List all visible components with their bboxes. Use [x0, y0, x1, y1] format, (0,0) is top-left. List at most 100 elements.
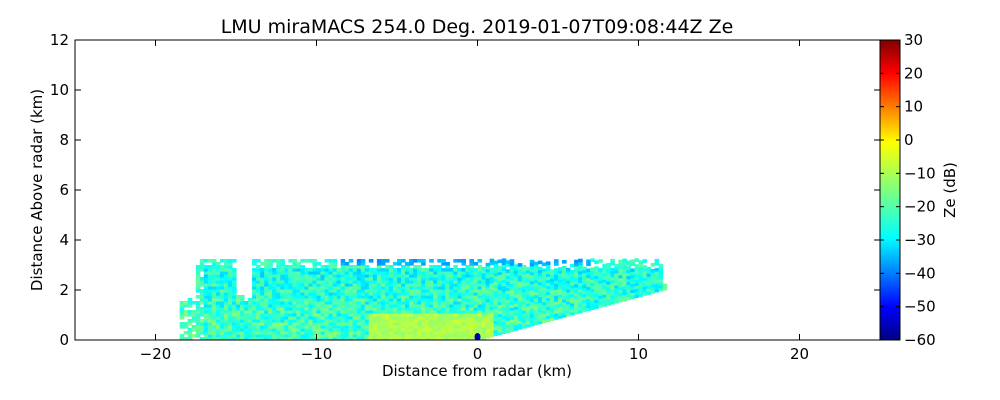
echo-cell — [525, 284, 531, 289]
echo-cell — [344, 328, 350, 332]
echo-cell — [509, 301, 515, 305]
echo-cell — [586, 286, 591, 291]
echo-cell — [380, 313, 386, 317]
echo-cell — [533, 279, 539, 284]
echo-cell — [433, 280, 438, 284]
echo-cell — [646, 267, 652, 271]
echo-cell — [509, 322, 515, 326]
echo-cell — [501, 309, 507, 313]
echo-cell — [368, 328, 374, 332]
echo-cell — [626, 290, 631, 295]
echo-cell — [457, 271, 462, 275]
echo-cell — [248, 307, 253, 311]
echo-cell — [622, 285, 627, 290]
echo-cell — [441, 274, 446, 278]
echo-cell — [517, 275, 523, 279]
echo-cell — [578, 282, 583, 287]
echo-cell — [380, 316, 386, 320]
echo-cell — [453, 280, 458, 284]
echo-cell — [401, 286, 406, 290]
echo-cell — [578, 273, 583, 278]
echo-cell — [401, 271, 406, 275]
echo-cell — [441, 280, 446, 284]
echo-cell — [634, 273, 640, 277]
echo-cell — [541, 277, 547, 282]
echo-cell — [554, 298, 559, 302]
echo-cell — [425, 304, 430, 308]
echo-cell — [227, 271, 233, 275]
echo-cell — [650, 290, 656, 294]
echo-cell — [634, 267, 640, 271]
echo-cell — [441, 337, 446, 340]
echo-cell — [501, 258, 507, 262]
echo-cell — [308, 277, 313, 281]
echo-cell — [437, 334, 442, 338]
echo-cell — [590, 273, 595, 277]
echo-cell — [356, 328, 362, 332]
echo-cell — [509, 262, 515, 266]
echo-cell — [384, 298, 390, 302]
echo-cell — [195, 283, 201, 287]
echo-cell — [284, 316, 289, 320]
echo-cell — [449, 331, 454, 335]
echo-cell — [344, 286, 350, 290]
echo-cell — [316, 271, 322, 275]
echo-cell — [223, 265, 229, 269]
echo-cell — [590, 288, 595, 292]
echo-cell — [376, 268, 382, 272]
echo-cell — [308, 334, 313, 338]
echo-cell — [590, 300, 595, 304]
echo-cell — [288, 280, 293, 284]
echo-cell — [493, 272, 499, 277]
echo-cell — [545, 279, 551, 283]
echo-cell — [260, 319, 265, 323]
echo-cell — [372, 331, 378, 335]
echo-cell — [409, 292, 414, 296]
echo-cell — [465, 265, 470, 269]
echo-cell — [550, 305, 555, 309]
y-tick-label: 8 — [59, 131, 69, 149]
echo-cell — [445, 289, 450, 293]
echo-cell — [461, 307, 466, 311]
echo-cell — [336, 337, 342, 340]
echo-cell — [264, 286, 269, 290]
echo-cell — [570, 299, 575, 304]
echo-cell — [244, 328, 249, 332]
echo-cell — [489, 321, 495, 326]
echo-cell — [513, 324, 519, 328]
echo-cell — [445, 331, 450, 335]
echo-cell — [324, 334, 330, 338]
echo-cell — [485, 304, 491, 309]
echo-cell — [445, 286, 450, 290]
echo-cell — [372, 292, 378, 296]
echo-cell — [292, 325, 297, 329]
echo-cell — [336, 298, 342, 302]
echo-cell — [654, 279, 660, 284]
echo-cell — [429, 331, 434, 335]
echo-cell — [473, 322, 479, 326]
echo-cell — [232, 331, 237, 335]
echo-cell — [554, 277, 559, 281]
echo-cell — [562, 305, 567, 309]
echo-cell — [461, 334, 466, 338]
echo-cell — [376, 334, 382, 338]
echo-cell — [360, 310, 366, 314]
echo-cell — [558, 306, 563, 310]
echo-cell — [505, 281, 511, 285]
echo-cell — [574, 286, 579, 291]
echo-cell — [352, 289, 358, 293]
echo-cell — [388, 283, 394, 287]
echo-cell — [215, 277, 221, 281]
echo-cell — [207, 316, 213, 320]
echo-cell — [215, 316, 221, 320]
echo-cell — [388, 286, 394, 290]
echo-cell — [445, 292, 450, 296]
echo-cell — [284, 271, 289, 275]
echo-cell — [401, 319, 406, 323]
echo-cell — [453, 298, 458, 302]
echo-cell — [320, 304, 326, 308]
echo-cell — [223, 322, 229, 326]
echo-cell — [582, 266, 587, 271]
echo-cell — [324, 283, 330, 287]
echo-cell — [654, 261, 660, 266]
